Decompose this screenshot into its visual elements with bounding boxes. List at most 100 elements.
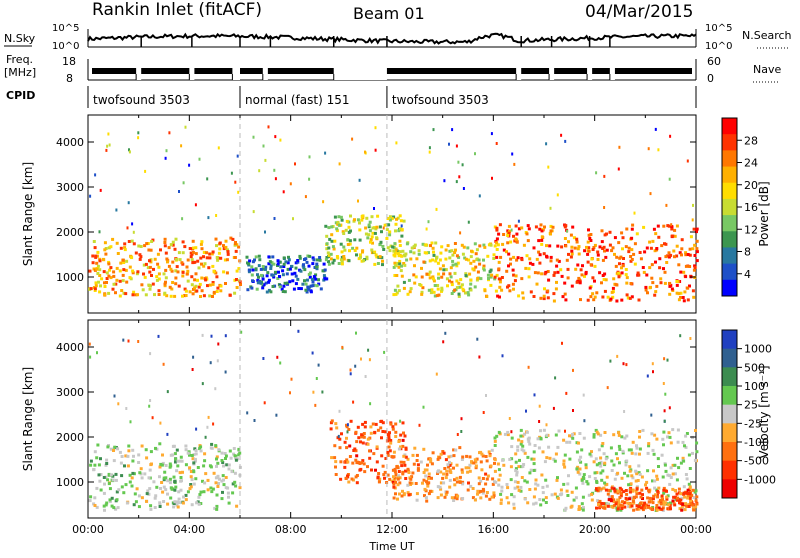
heatmap-cell xyxy=(265,274,269,278)
heatmap-cell xyxy=(102,476,106,479)
heatmap-cell xyxy=(629,482,633,486)
heatmap-cell xyxy=(208,283,212,287)
heatmap-cell xyxy=(169,496,173,500)
heatmap-cell xyxy=(629,255,633,258)
heatmap-cell xyxy=(429,244,432,248)
heatmap-cell xyxy=(570,245,574,249)
heatmap-cell xyxy=(402,262,406,265)
heatmap-cell xyxy=(614,264,618,268)
heatmap-cell xyxy=(248,268,252,272)
heatmap-cell xyxy=(95,486,99,490)
heatmap-cell xyxy=(479,450,483,454)
heatmap-cell xyxy=(114,507,118,511)
heatmap-cell xyxy=(455,497,459,501)
heatmap-cell xyxy=(442,481,446,485)
heatmap-cell xyxy=(599,471,603,475)
heatmap-cell xyxy=(636,479,640,482)
heatmap-cell xyxy=(527,267,531,271)
heatmap-scatter xyxy=(168,131,171,135)
heatmap-cell xyxy=(191,251,195,254)
heatmap-cell xyxy=(472,461,476,465)
heatmap-cell xyxy=(572,498,576,502)
heatmap-cell xyxy=(184,444,188,448)
heatmap-cell xyxy=(391,427,395,431)
heatmap-cell xyxy=(290,265,293,268)
heatmap-scatter xyxy=(418,423,421,427)
heatmap-cell xyxy=(222,270,226,274)
heatmap-cell xyxy=(674,495,677,499)
heatmap-cell xyxy=(467,481,470,485)
heatmap-cell xyxy=(314,277,318,281)
heatmap-cell xyxy=(96,250,100,254)
heatmap-cell xyxy=(623,436,627,440)
heatmap-cell xyxy=(519,485,523,489)
heatmap-cell xyxy=(339,242,343,246)
heatmap-cell xyxy=(377,480,381,484)
heatmap-scatter xyxy=(315,377,318,380)
heatmap-cell xyxy=(455,480,459,484)
heatmap-cell xyxy=(441,264,445,268)
heatmap-cell xyxy=(302,263,305,267)
heatmap-cell xyxy=(357,436,361,440)
heatmap-cell xyxy=(532,457,536,461)
heatmap-cell xyxy=(233,278,237,282)
heatmap-cell xyxy=(334,465,337,469)
heatmap-cell xyxy=(451,259,455,263)
heatmap-cell xyxy=(427,472,431,476)
heatmap-cell xyxy=(695,227,699,231)
heatmap-cell xyxy=(428,489,432,493)
heatmap-cell xyxy=(406,467,410,471)
heatmap-cell xyxy=(506,229,510,233)
heatmap-cell xyxy=(311,284,315,288)
heatmap-cell xyxy=(247,270,251,274)
heatmap-cell xyxy=(210,252,214,256)
heatmap-cell xyxy=(593,264,597,268)
heatmap-cell xyxy=(532,246,536,250)
heatmap-cell xyxy=(478,262,482,266)
heatmap-cell xyxy=(427,492,431,496)
heatmap-cell xyxy=(163,237,167,241)
heatmap-cell xyxy=(497,232,501,236)
heatmap-scatter xyxy=(442,340,445,344)
heatmap-cell xyxy=(525,232,529,236)
heatmap-cell xyxy=(409,287,413,291)
heatmap-cell xyxy=(585,245,588,249)
heatmap-cell xyxy=(669,253,673,257)
heatmap-cell xyxy=(307,287,311,291)
heatmap-cell xyxy=(410,246,414,250)
heatmap-cell xyxy=(233,454,237,458)
heatmap-cell xyxy=(624,463,628,467)
heatmap-scatter xyxy=(633,211,636,215)
heatmap-cell xyxy=(402,286,406,290)
heatmap-cell xyxy=(517,294,521,298)
heatmap-scatter xyxy=(490,132,493,136)
heatmap-cell xyxy=(386,453,390,457)
power-colorbar-swatch-5 xyxy=(722,198,737,216)
heatmap-scatter xyxy=(117,402,120,406)
heatmap-cell xyxy=(538,261,542,265)
heatmap-cell xyxy=(685,504,689,508)
heatmap-cell xyxy=(485,491,489,494)
heatmap-cell xyxy=(381,421,385,425)
heatmap-cell xyxy=(533,271,537,275)
heatmap-cell xyxy=(160,463,164,467)
heatmap-cell xyxy=(534,225,538,229)
heatmap-cell xyxy=(172,475,176,479)
heatmap-cell xyxy=(561,295,565,299)
heatmap-cell xyxy=(392,265,396,269)
heatmap-cell xyxy=(620,507,624,510)
heatmap-cell xyxy=(298,256,302,260)
power-colorbar-swatch-7 xyxy=(722,231,737,248)
heatmap-cell xyxy=(149,450,153,454)
heatmap-cell xyxy=(646,496,650,500)
heatmap-cell xyxy=(543,225,546,229)
heatmap-cell xyxy=(348,249,351,253)
heatmap-cell xyxy=(590,257,594,261)
heatmap-cell xyxy=(576,263,580,267)
heatmap-cell xyxy=(492,494,496,497)
heatmap-scatter xyxy=(258,169,261,173)
heatmap-cell xyxy=(466,246,470,250)
heatmap-cell xyxy=(163,241,167,244)
heatmap-cell xyxy=(584,466,588,470)
heatmap-cell xyxy=(444,268,448,272)
